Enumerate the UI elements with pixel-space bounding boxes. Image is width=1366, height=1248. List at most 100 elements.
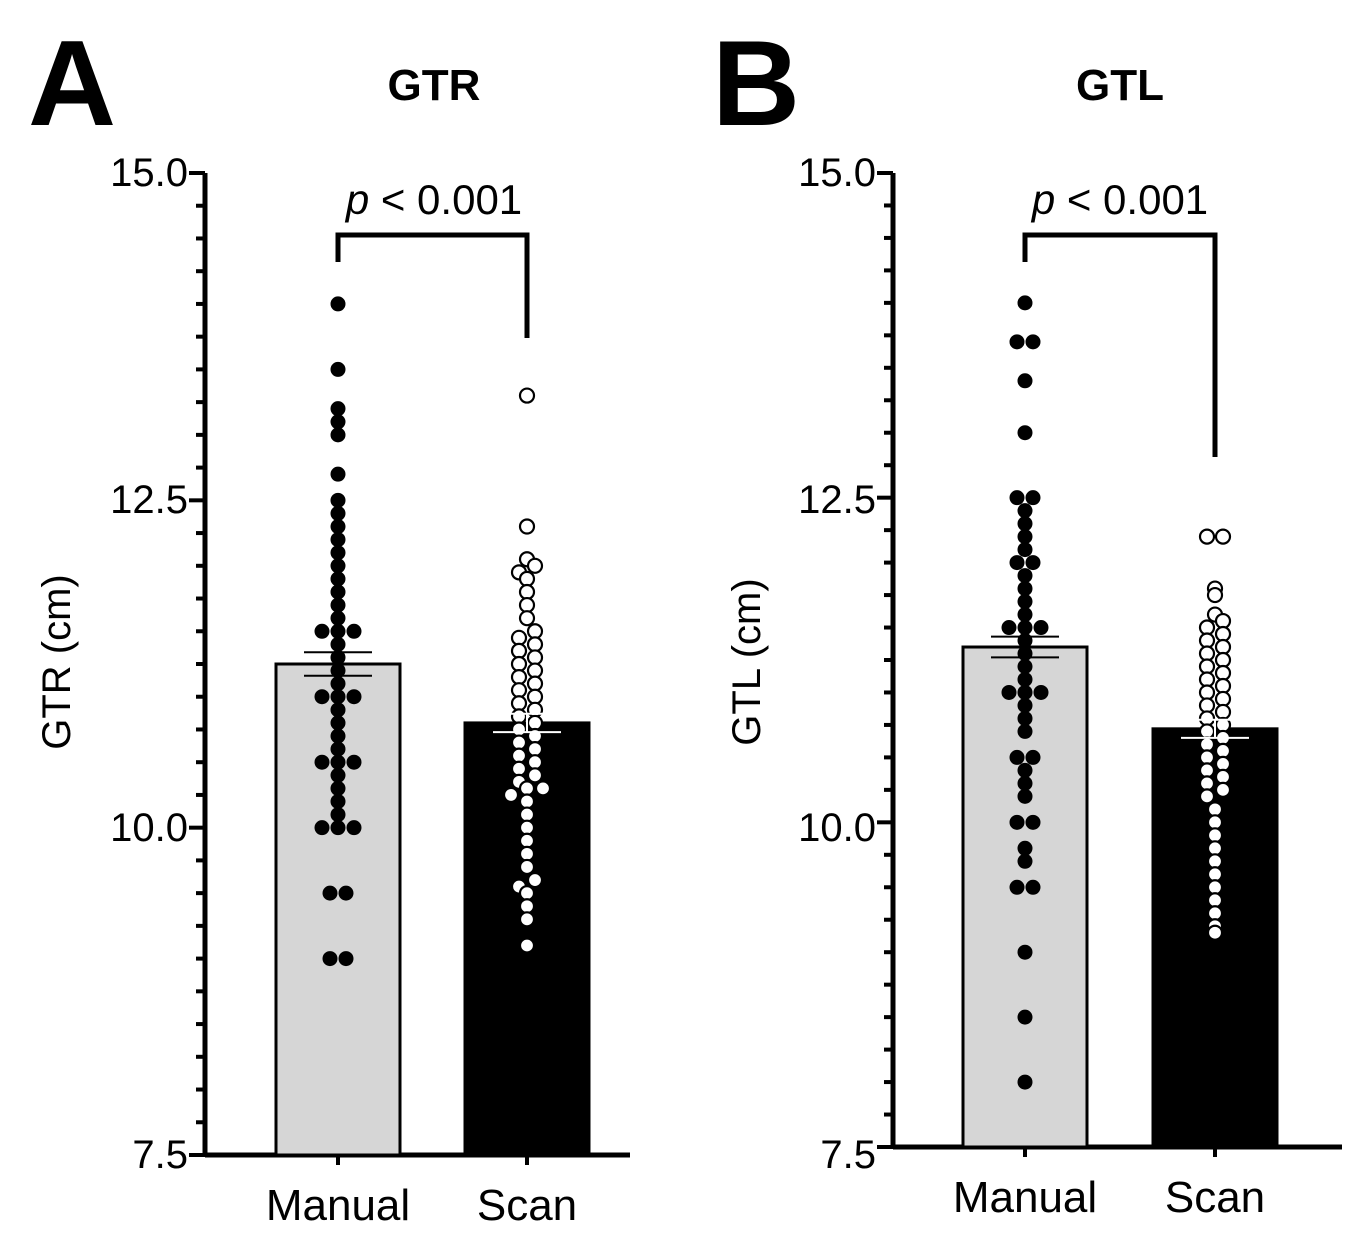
panel-b-point-manual (1017, 723, 1033, 739)
panel-b-point-manual (1025, 814, 1041, 830)
panel-a-point-scan (526, 767, 544, 784)
panel-a-significance-bracket (335, 232, 530, 338)
panel-a-point-scan (534, 780, 552, 797)
panel-b-point-manual (1017, 373, 1033, 389)
panel-b-point-manual (1025, 490, 1041, 506)
panel-b-point-manual (1017, 295, 1033, 311)
panel-a-point-scan (526, 649, 544, 666)
panel-b-point-manual (1009, 879, 1025, 895)
panel-a-point-manual (330, 558, 346, 574)
panel-b-point-manual (1025, 555, 1041, 571)
panel-a-point-scan (518, 937, 536, 954)
panel-b-category-label-scan: Scan (1165, 1173, 1265, 1222)
panel-a-point-manual (330, 820, 346, 836)
panel-a-point-manual (330, 676, 346, 692)
panel-a-point-manual (322, 885, 338, 901)
panel-a-point-manual (330, 780, 346, 796)
panel-b-point-manual (1017, 1074, 1033, 1090)
panel-a-point-manual (330, 715, 346, 731)
panel-b-point-manual (1009, 814, 1025, 830)
panel-a-point-manual (330, 361, 346, 377)
panel-b-point-manual (1017, 775, 1033, 791)
panel-b-point-manual (1017, 658, 1033, 674)
panel-b-category-label-manual: Manual (953, 1173, 1097, 1222)
panel-a-point-manual (314, 689, 330, 705)
panel-a-point-scan (502, 786, 520, 804)
panel-b-point-manual (1025, 749, 1041, 765)
panel-a-point-manual (338, 951, 354, 967)
panel-a-point-manual (330, 767, 346, 783)
panel-a-point-scan (510, 668, 528, 686)
panel-a-point-manual (330, 414, 346, 430)
panel-b-point-manual (1017, 840, 1033, 856)
panel-b-title: GTL (1076, 61, 1164, 110)
panel-a-point-manual (346, 623, 362, 639)
panel-b-point-manual (1017, 620, 1033, 636)
panel-b-point-manual (1017, 697, 1033, 713)
panel-b-point-scan (1214, 781, 1232, 798)
panel-a-point-manual (346, 689, 362, 705)
panel-a-point-scan (518, 885, 536, 902)
panel-a-significance-label: p < 0.001 (344, 176, 522, 223)
panel-a-category-label-manual: Manual (266, 1181, 410, 1230)
panel-a-point-scan (518, 845, 536, 862)
panel-a-point-manual (338, 885, 354, 901)
panel-a-point-scan (518, 832, 536, 849)
panel-a-p-value: < 0.001 (381, 176, 522, 223)
panel-b-point-manual (1009, 334, 1025, 350)
panel-a-point-scan (526, 675, 544, 692)
panel-a-point-manual (314, 623, 330, 639)
panel-b-point-manual (1017, 762, 1033, 778)
panel-a-point-scan (518, 806, 536, 823)
panel-a-point-manual (330, 296, 346, 312)
panel-a-point-manual (330, 492, 346, 508)
panel-a-plot (189, 171, 630, 1165)
panel-a-point-manual (330, 636, 346, 652)
panel-b-point-manual (1017, 853, 1033, 869)
panel-b-ytick-label-12-5: 12.5 (798, 478, 876, 522)
panel-b-significance-bracket (1022, 232, 1218, 457)
panel-a-point-manual (330, 793, 346, 809)
panel-a-point-scan (510, 682, 528, 699)
panel-b-point-scan (1214, 528, 1232, 545)
panel-a-point-scan (518, 911, 536, 928)
panel-a-title: GTR (388, 61, 481, 110)
panel-a-point-scan (526, 636, 544, 653)
panel-a-point-scan (510, 721, 528, 738)
panel-a-point-scan (510, 695, 528, 712)
panel-a-point-scan (518, 583, 536, 601)
panel-a-point-scan (518, 570, 536, 587)
panel-a-point-scan (510, 708, 528, 725)
panel-a-point-manual (346, 820, 362, 836)
panel-a-point-manual (330, 610, 346, 626)
panel-b-point-manual (1017, 607, 1033, 623)
panel-b-point-manual (1017, 684, 1033, 700)
panel-b-point-manual (1025, 879, 1041, 895)
panel-b-point-manual (1033, 620, 1049, 636)
panel-a-point-scan (518, 858, 536, 876)
panel-a-point-scan (526, 662, 544, 679)
panel-b-point-scan (1198, 788, 1216, 805)
panel-b-point-manual (1009, 749, 1025, 765)
panel-a-point-manual (330, 427, 346, 443)
panel-a-ytick-label-10: 10.0 (110, 806, 188, 850)
panel-b-p-value: < 0.001 (1067, 176, 1208, 223)
panel-b-point-manual (1017, 581, 1033, 597)
panel-a-point-scan (526, 714, 544, 732)
panel-a-point-manual (322, 951, 338, 967)
panel-a-ytick-label-7-5: 7.5 (132, 1133, 188, 1177)
panel-b-point-scan (1198, 528, 1216, 545)
panel-a-ytick-label-12-5: 12.5 (110, 478, 188, 522)
panel-b-p-symbol: p (1030, 176, 1055, 223)
panel-a-point-manual (330, 532, 346, 548)
panel-b-point-manual (1017, 529, 1033, 545)
panel-a-point-scan (526, 623, 544, 640)
panel-b-point-manual (1017, 788, 1033, 804)
panel-a-point-scan (526, 754, 544, 771)
panel-b-plot (877, 171, 1342, 1157)
panel-b-ytick-label-10: 10.0 (798, 806, 876, 850)
panel-a-ytick-label-15: 15.0 (110, 151, 188, 195)
panel-b-point-manual (1009, 490, 1025, 506)
panel-a-point-manual (330, 741, 346, 757)
panel-b-letter: B (712, 15, 800, 151)
